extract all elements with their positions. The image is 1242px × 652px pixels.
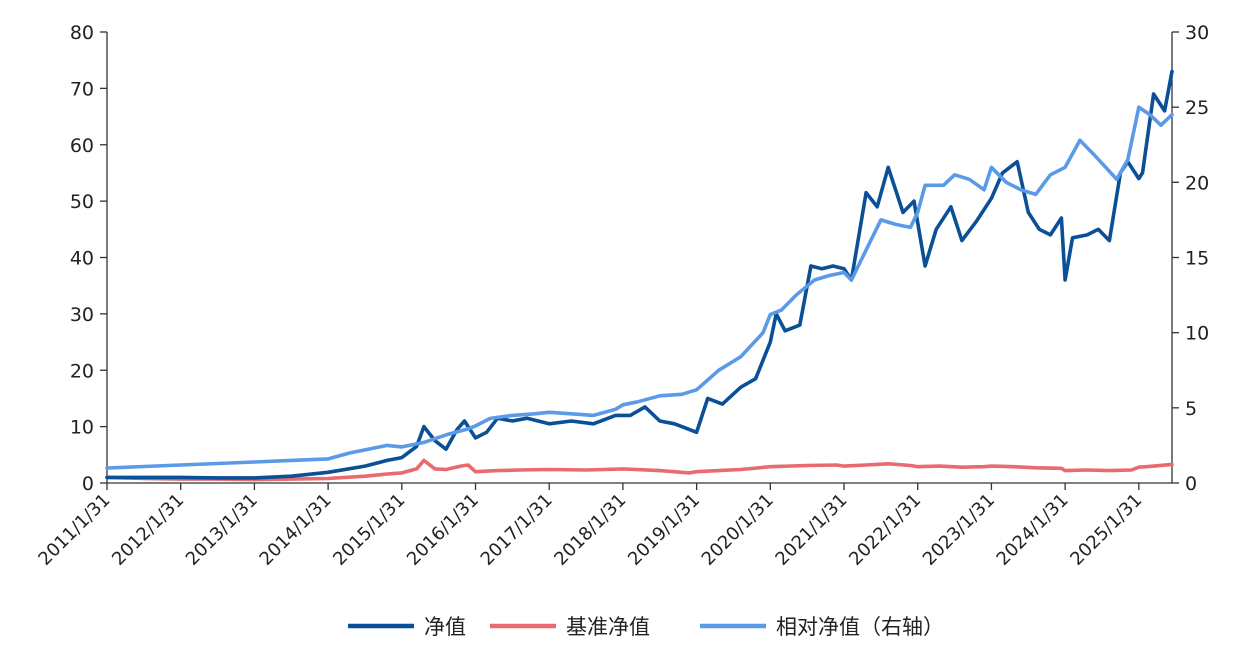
left-y-tick-label: 60 <box>70 135 94 157</box>
x-tick-label: 2021/1/31 <box>771 490 851 570</box>
x-tick-label: 2012/1/31 <box>108 490 188 570</box>
x-tick-label: 2016/1/31 <box>403 490 483 570</box>
x-tick-label: 2014/1/31 <box>256 490 336 570</box>
right-y-tick-label: 15 <box>1185 248 1209 270</box>
legend-label-0: 净值 <box>424 615 466 639</box>
x-tick-label: 2019/1/31 <box>624 490 704 570</box>
right-y-tick-label: 20 <box>1185 172 1209 194</box>
x-tick-label: 2018/1/31 <box>550 490 630 570</box>
right-y-tick-label: 30 <box>1185 22 1209 44</box>
series-lines <box>105 69 1174 482</box>
left-y-tick-label: 20 <box>70 360 94 382</box>
series-line-1 <box>105 458 1174 482</box>
axes: 010203040506070800510152025302011/1/3120… <box>34 22 1209 570</box>
left-y-tick-label: 40 <box>70 248 94 270</box>
x-tick-label: 2022/1/31 <box>845 490 925 570</box>
x-tick-label: 2024/1/31 <box>993 490 1073 570</box>
x-tick-label: 2020/1/31 <box>698 490 778 570</box>
x-tick-label: 2013/1/31 <box>182 490 262 570</box>
right-y-tick-label: 10 <box>1185 323 1209 345</box>
x-tick-label: 2023/1/31 <box>919 490 999 570</box>
x-tick-label: 2015/1/31 <box>329 490 409 570</box>
left-y-tick-label: 30 <box>70 304 94 326</box>
right-y-tick-label: 0 <box>1185 473 1197 495</box>
x-tick-label: 2025/1/31 <box>1066 490 1146 570</box>
left-y-tick-label: 0 <box>82 473 94 495</box>
legend: 净值 基准净值 相对净值（右轴） <box>348 615 944 639</box>
x-tick-label: 2017/1/31 <box>477 490 557 570</box>
series-line-0 <box>105 69 1174 480</box>
left-y-tick-label: 50 <box>70 191 94 213</box>
left-y-tick-label: 10 <box>70 417 94 439</box>
left-y-tick-label: 70 <box>70 78 94 100</box>
left-y-tick-label: 80 <box>70 22 94 44</box>
legend-label-2: 相对净值（右轴） <box>776 615 944 639</box>
series-line-2 <box>105 105 1174 470</box>
right-y-tick-label: 25 <box>1185 97 1209 119</box>
right-y-tick-label: 5 <box>1185 398 1197 420</box>
legend-label-1: 基准净值 <box>566 615 650 639</box>
x-tick-label: 2011/1/31 <box>34 490 114 570</box>
